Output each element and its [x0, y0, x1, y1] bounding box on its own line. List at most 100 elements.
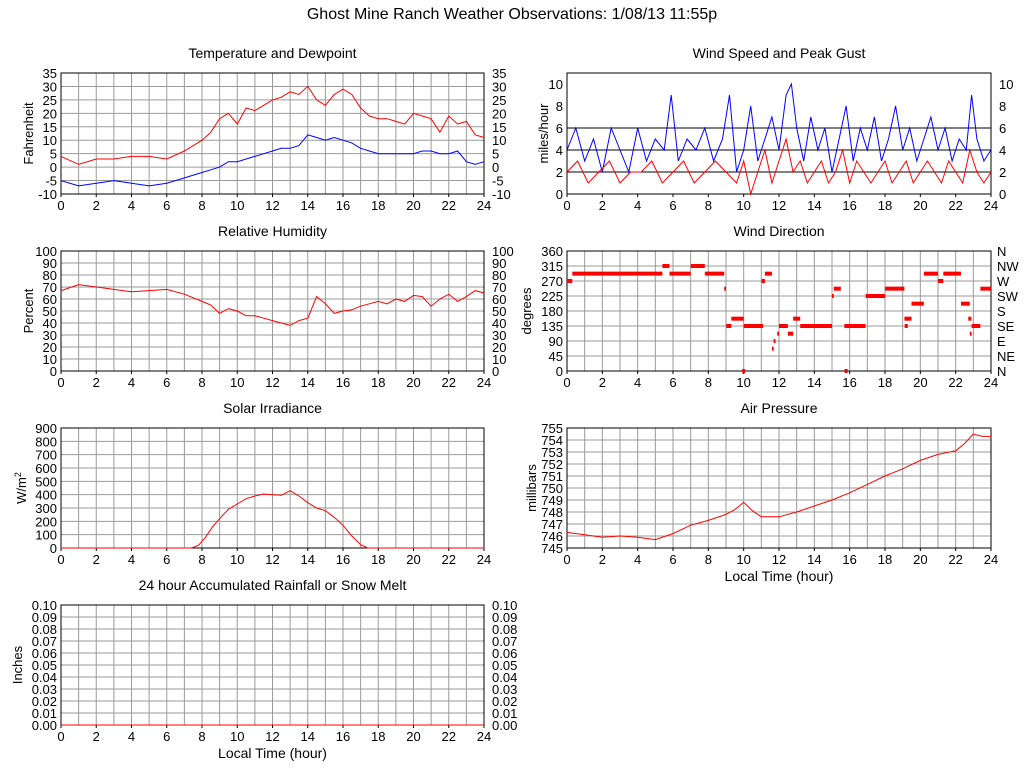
y-tick-label-right: 15 [492, 120, 506, 135]
y-tick-label: 90 [43, 256, 57, 271]
x-tick-label: 18 [371, 198, 385, 213]
x-tick-label: 20 [913, 198, 927, 213]
y-tick-label: 35 [43, 66, 57, 81]
x-tick-label: 2 [93, 375, 100, 390]
compass-label: W [997, 274, 1010, 289]
x-tick-label: 10 [736, 552, 750, 567]
x-tick-label: 18 [878, 198, 892, 213]
y-axis-label: millibars [524, 464, 539, 512]
chart-title: Solar Irradiance [223, 400, 322, 416]
compass-label: N [997, 244, 1006, 259]
plot-frame [566, 72, 992, 195]
x-tick-label: 4 [128, 198, 135, 213]
x-tick-label: 24 [984, 552, 998, 567]
direction-point [904, 324, 908, 328]
x-tick-label: 14 [301, 375, 315, 390]
x-tick-label: 0 [563, 552, 570, 567]
y-tick-label: 754 [541, 433, 563, 448]
x-tick-label: 8 [198, 552, 205, 567]
compass-label: SW [997, 289, 1019, 304]
y-tick-label: 0.06 [32, 646, 57, 661]
x-tick-label: 10 [230, 729, 244, 744]
series-line-0 [60, 284, 485, 326]
x-tick-label: 2 [93, 729, 100, 744]
y-tick-label: 40 [43, 316, 57, 331]
compass-label: SE [997, 319, 1015, 334]
y-tick-label: 90 [549, 334, 563, 349]
y-axis-label: W/m2 [13, 472, 29, 504]
x-tick-label: 12 [772, 198, 786, 213]
x-tick-label: 6 [669, 198, 676, 213]
y-tick-label-right: 0.01 [492, 706, 517, 721]
y-tick-label-right: 10 [999, 77, 1013, 92]
y-tick-label: 900 [35, 421, 57, 436]
y-tick-label: 400 [35, 488, 57, 503]
y-tick-label-right: 0.05 [492, 658, 517, 673]
x-tick-label: 4 [128, 729, 135, 744]
y-tick-label-right: -10 [492, 187, 511, 202]
y-tick-label-right: 100 [492, 244, 514, 259]
x-tick-label: 24 [984, 375, 998, 390]
compass-label: N [997, 364, 1006, 379]
y-tick-label: 0.07 [32, 634, 57, 649]
x-tick-label: 22 [442, 375, 456, 390]
y-tick-label-right: 8 [999, 99, 1006, 114]
y-tick-label: 0.08 [32, 622, 57, 637]
y-tick-label: -10 [38, 187, 57, 202]
y-tick-label-right: 0 [492, 160, 499, 175]
x-tick-label: 14 [807, 552, 821, 567]
y-tick-label: 70 [43, 280, 57, 295]
y-tick-label-right: 80 [492, 268, 506, 283]
direction-point [844, 369, 848, 373]
y-tick-label-right: 0.07 [492, 634, 517, 649]
x-tick-label: 6 [163, 552, 170, 567]
y-tick-label-right: 10 [492, 352, 506, 367]
y-tick-label: 360 [541, 244, 563, 259]
x-tick-label: 22 [948, 198, 962, 213]
x-tick-label: 0 [563, 198, 570, 213]
y-tick-label: 0.05 [32, 658, 57, 673]
series-line-0 [566, 433, 991, 541]
y-tick-label: 751 [541, 469, 563, 484]
page-title: Ghost Mine Ranch Weather Observations: 1… [306, 6, 718, 23]
y-tick-label-right: 30 [492, 328, 506, 343]
x-tick-label: 6 [669, 375, 676, 390]
x-tick-label: 6 [163, 198, 170, 213]
x-tick-label: 20 [406, 198, 420, 213]
y-tick-label: 80 [43, 268, 57, 283]
x-tick-label: 8 [198, 198, 205, 213]
x-tick-label: 24 [477, 729, 491, 744]
y-tick-label: 748 [541, 505, 563, 520]
y-tick-label: 15 [43, 120, 57, 135]
x-tick-label: 14 [301, 552, 315, 567]
x-tick-label: 22 [442, 729, 456, 744]
x-tick-label: 2 [599, 198, 606, 213]
y-tick-label: 10 [549, 77, 563, 92]
compass-label: S [997, 304, 1006, 319]
y-tick-label-right: 0.08 [492, 622, 517, 637]
x-tick-label: 24 [477, 375, 491, 390]
y-tick-label-right: 0 [999, 187, 1006, 202]
series-line-0 [60, 85, 485, 165]
y-tick-label: 500 [35, 474, 57, 489]
x-tick-label: 8 [705, 375, 712, 390]
y-tick-label: 0 [556, 364, 563, 379]
chart-title: Wind Speed and Peak Gust [693, 45, 866, 61]
x-tick-label: 12 [772, 552, 786, 567]
y-tick-label-right: 0.04 [492, 670, 517, 685]
x-tick-label: 24 [984, 198, 998, 213]
x-tick-label: 8 [198, 729, 205, 744]
x-tick-label: 18 [371, 375, 385, 390]
y-tick-label: 745 [541, 541, 563, 556]
x-tick-label: 2 [599, 552, 606, 567]
x-tick-label: 16 [336, 552, 350, 567]
x-tick-label: 8 [198, 375, 205, 390]
x-tick-label: 16 [842, 375, 856, 390]
y-tick-label: 270 [541, 274, 563, 289]
x-tick-label: 10 [230, 552, 244, 567]
y-tick-label-right: 60 [492, 292, 506, 307]
